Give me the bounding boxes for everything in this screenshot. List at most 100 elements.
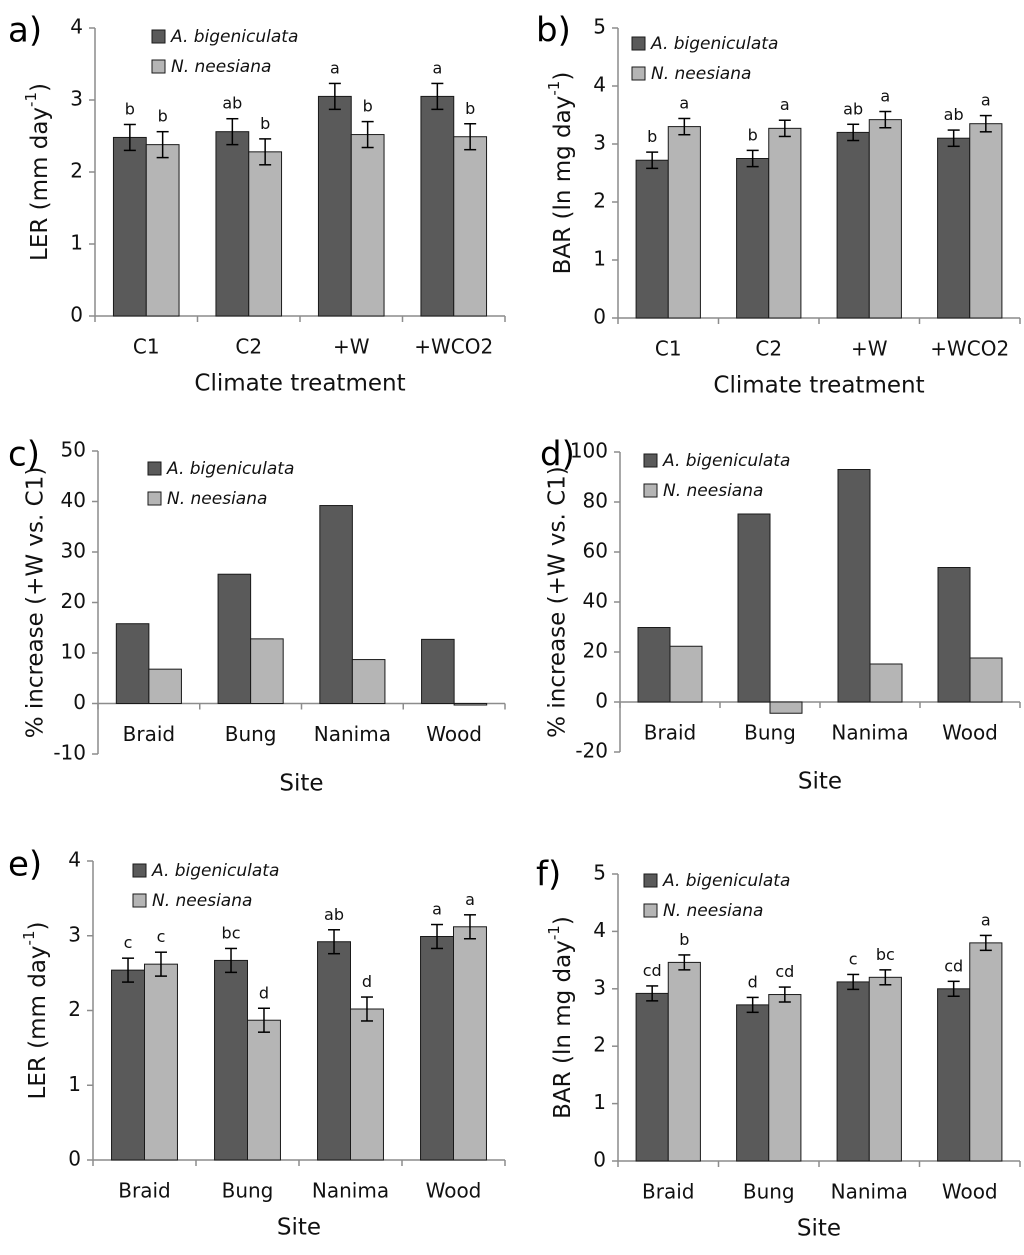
panel-0-ytick-label: 1 [70, 231, 83, 255]
panel-0-ytick-label: 2 [70, 159, 83, 183]
panel-4-x-title: Site [277, 1215, 321, 1241]
panel-1-xtick-label: C2 [755, 337, 782, 361]
panel-1-xtick-label: +WCO2 [930, 337, 1009, 361]
panel-1-ytick-label: 3 [593, 131, 606, 155]
panel-1-y-title: BAR (ln mg day-1) [545, 72, 576, 275]
panel-1-bar-s1-c1 [768, 127, 802, 319]
panel-3-ytick-label: 40 [583, 589, 608, 613]
panel-2-xtick-label: Nanima [314, 722, 391, 746]
panel-5-ytick-label: 2 [593, 1033, 606, 1057]
panel-3-legend-swatch [643, 453, 658, 468]
panel-0-sig-letter: b [260, 114, 270, 133]
panel-0-bar-s0-c0 [112, 136, 147, 317]
panel-5-ytick-label: 0 [593, 1148, 606, 1172]
panel-3-bar-s0-c0 [637, 627, 671, 703]
panel-3-bar-s0-c2 [837, 469, 871, 703]
panel-5-sig-letter: b [679, 930, 689, 949]
panel-5-x-title: Site [797, 1216, 841, 1242]
panel-2-legend-label: A. bigeniculata [166, 459, 294, 479]
panel-0-y-title: LER (mm day-1) [22, 83, 53, 261]
panel-5-bar-s1-c1 [768, 994, 802, 1162]
panel-0-legend-label: N. neesiana [171, 57, 271, 77]
panel-3-ytick-label: 20 [583, 639, 608, 663]
panel-1-sig-letter: a [981, 91, 991, 110]
panel-3-xtick-label: Wood [942, 721, 998, 745]
panel-0-sig-letter: a [330, 58, 340, 77]
panel-1-legend-swatch [631, 36, 646, 51]
panel-2-legend-swatch [147, 461, 162, 476]
panel-4-bar-s1-c2 [350, 1008, 384, 1161]
panel-4-xtick-label: Braid [118, 1179, 170, 1203]
panel-4-sig-letter: d [259, 983, 269, 1002]
panel-5-sig-letter: c [849, 949, 858, 968]
panel-0-ytick-label: 3 [70, 87, 83, 111]
panel-1-bar-s0-c3 [937, 137, 971, 319]
panel-4-xtick-label: Nanima [312, 1179, 389, 1203]
panel-4-sig-letter: bc [222, 923, 241, 942]
panel-1-x-title: Climate treatment [713, 373, 924, 399]
panel-0-xtick-label: +WCO2 [414, 335, 493, 359]
panel-3-legend-label: N. neesiana [663, 481, 763, 501]
panel-1-sig-letter: b [748, 125, 758, 144]
panel-3-xtick-label: Nanima [831, 721, 908, 745]
panel-1-sig-letter: ab [944, 105, 964, 124]
panel-2-bar-s0-c0 [115, 623, 150, 705]
panel-2-bar-s0-c3 [421, 638, 455, 704]
panel-0-xtick-label: C2 [235, 335, 262, 359]
panel-0-letter: a) [8, 11, 42, 51]
panel-2-bar-s1-c3 [453, 703, 488, 706]
panel-2-letter: c) [8, 435, 40, 475]
panel-4-bar-s1-c0 [144, 963, 178, 1161]
panel-3-bar-s1-c2 [869, 663, 903, 703]
panel-5-ytick-label: 3 [593, 975, 606, 999]
panel-4-ytick-label: 4 [68, 848, 81, 872]
panel-5-xtick-label: Bung [743, 1180, 795, 1204]
panel-3-xtick-label: Bung [744, 721, 796, 745]
panel-1-ytick-label: 1 [593, 247, 606, 271]
panel-5-xtick-label: Wood [942, 1180, 998, 1204]
panel-3-bar-s0-c1 [737, 513, 771, 703]
panel-3-bar-s1-c3 [969, 657, 1003, 703]
panel-0-bar-s0-c3 [420, 95, 455, 317]
panel-0-x-title: Climate treatment [194, 371, 405, 397]
panel-5-sig-letter: bc [876, 945, 895, 964]
panel-4-y-title: LER (mm day-1) [20, 922, 51, 1100]
panel-4-legend-label: A. bigeniculata [151, 861, 279, 881]
panel-5-bar-s1-c0 [667, 961, 701, 1162]
panel-0-sig-letter: b [158, 107, 168, 126]
panel-4-xtick-label: Bung [222, 1179, 274, 1203]
panel-3-ytick-label: 100 [570, 439, 608, 463]
panel-4-bar-s1-c1 [247, 1019, 281, 1161]
panel-4-sig-letter: ab [324, 905, 344, 924]
panel-3-xtick-label: Braid [644, 721, 696, 745]
panel-1-sig-letter: a [880, 87, 890, 106]
panel-4-ytick-label: 0 [68, 1147, 81, 1171]
panel-4-sig-letter: a [432, 900, 442, 919]
panel-0-ytick-label: 4 [70, 15, 83, 39]
panel-2-bar-s0-c1 [217, 573, 252, 704]
panel-1-xtick-label: C1 [655, 337, 682, 361]
panel-2-y-title: % increase (+W vs. C1) [23, 467, 49, 739]
panel-4-legend-swatch [132, 863, 147, 878]
panel-1-legend-swatch [631, 66, 646, 81]
panel-4-letter: e) [8, 845, 42, 885]
panel-4-sig-letter: d [362, 972, 372, 991]
panel-3-ytick-label: -20 [575, 739, 608, 763]
panel-4-legend-swatch [132, 893, 147, 908]
panel-5-legend-swatch [643, 903, 658, 918]
panel-5-y-title: BAR (ln mg day-1) [545, 916, 576, 1119]
panel-4-xtick-label: Wood [426, 1179, 482, 1203]
panel-1-ytick-label: 5 [593, 15, 606, 39]
panel-1-bar-s1-c0 [667, 126, 701, 319]
panel-1-bar-s1-c3 [969, 123, 1003, 319]
panel-0-legend-swatch [151, 29, 166, 44]
panel-4-bar-s1-c3 [453, 926, 487, 1161]
panel-3-y-title: % increase (+W vs. C1) [545, 466, 571, 738]
panel-0-sig-letter: b [363, 97, 373, 116]
panel-4-sig-letter: a [465, 890, 475, 909]
panel-0-xtick-label: +W [333, 335, 370, 359]
panel-4-bar-s0-c1 [214, 959, 248, 1161]
panel-1-sig-letter: a [780, 95, 790, 114]
panel-1-ytick-label: 2 [593, 189, 606, 213]
panel-5-bar-s0-c0 [635, 992, 669, 1162]
